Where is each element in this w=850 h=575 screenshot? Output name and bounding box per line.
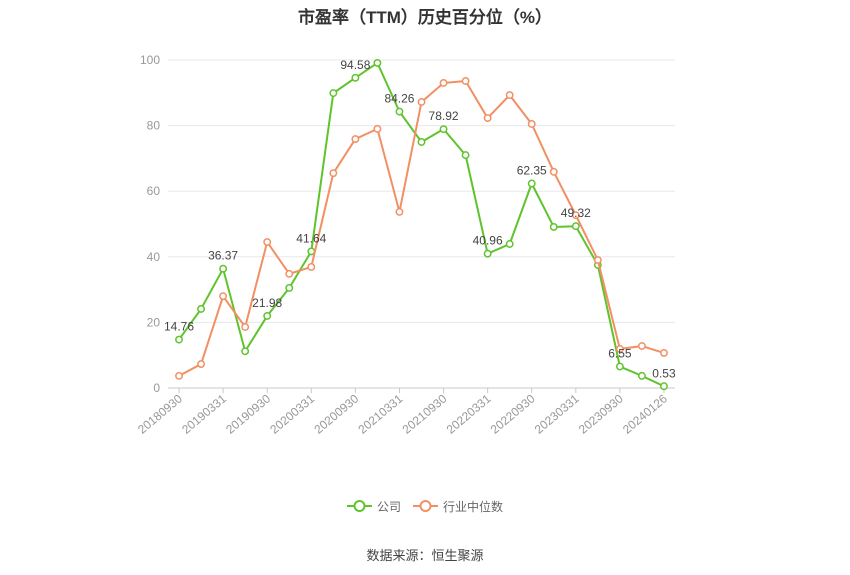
industry-median-point[interactable] (571, 211, 580, 220)
y-tick-label: 20 (147, 315, 161, 329)
x-tick-label: 20240126 (620, 391, 670, 436)
company-data-label: 62.35 (517, 163, 547, 177)
industry-median-point[interactable] (285, 269, 294, 278)
x-tick-label: 20230331 (532, 391, 582, 436)
x-tick-label: 20180930 (135, 391, 185, 436)
company-point[interactable] (660, 382, 668, 391)
industry-median-point[interactable] (263, 238, 272, 246)
company-point[interactable] (527, 179, 536, 188)
industry-median-point[interactable] (660, 348, 668, 357)
company-data-label: 36.37 (208, 249, 238, 263)
company-point[interactable] (571, 222, 580, 231)
industry-median-point[interactable] (505, 91, 514, 100)
industry-median-point[interactable] (241, 323, 250, 331)
industry-median-series (175, 77, 668, 380)
industry-median-point[interactable] (395, 207, 404, 216)
company-point[interactable] (637, 371, 646, 380)
grid: 0 20 40 60 80 100 (140, 53, 675, 395)
company-data-label: 21.98 (252, 296, 282, 310)
company-point[interactable] (241, 347, 250, 356)
industry-median-point[interactable] (417, 98, 426, 106)
x-axis: 2018093020190331201909302020033120200930… (135, 388, 670, 437)
y-tick-label: 0 (153, 381, 160, 395)
company-data-label: 40.96 (473, 234, 503, 248)
x-tick-label: 20200331 (267, 391, 317, 436)
y-tick-label: 100 (140, 53, 160, 67)
company-point[interactable] (549, 223, 558, 231)
legend-item-industry-median[interactable]: 行业中位数 (413, 497, 503, 515)
industry-median-point[interactable] (329, 169, 338, 178)
legend-label-industry-median: 行业中位数 (443, 499, 504, 514)
legend-label-company: 公司 (376, 499, 401, 514)
industry-median-point[interactable] (637, 342, 646, 350)
company-point[interactable] (263, 311, 272, 320)
company-data-label: 94.58 (340, 58, 370, 72)
y-tick-label: 80 (147, 119, 161, 133)
y-tick-label: 60 (147, 184, 161, 198)
x-tick-label: 20210331 (355, 391, 405, 436)
company-point[interactable] (417, 138, 426, 146)
company-point[interactable] (285, 284, 294, 292)
company-data-label: 0.53 (652, 366, 676, 380)
company-point[interactable] (175, 335, 183, 344)
industry-median-point[interactable] (439, 79, 448, 87)
industry-median-point[interactable] (351, 135, 360, 143)
company-point[interactable] (439, 125, 448, 134)
chart-title: 市盈率（TTM）历史百分位（%） (297, 8, 553, 27)
company-point[interactable] (483, 249, 492, 258)
company-point[interactable] (615, 362, 624, 371)
industry-median-point[interactable] (615, 345, 624, 353)
industry-median-point[interactable] (593, 256, 602, 265)
data-labels: 14.76 36.37 21.98 41.64 94.58 84.26 78.92 40.96… (164, 58, 676, 380)
industry-median-point[interactable] (219, 292, 228, 301)
legend-line-circle-icon (413, 500, 438, 512)
data-source-note: 数据来源：恒生聚源 (366, 548, 484, 563)
company-line (178, 61, 665, 388)
company-point[interactable] (219, 264, 228, 273)
industry-median-point[interactable] (461, 77, 470, 85)
legend: 公司 行业中位数 (0, 497, 850, 515)
x-tick-label: 20200930 (311, 391, 361, 436)
industry-median-point[interactable] (549, 167, 558, 176)
company-series (175, 59, 668, 391)
x-tick-label: 20190331 (179, 391, 229, 436)
company-data-label: 49.32 (561, 206, 591, 220)
industry-median-point[interactable] (483, 114, 492, 123)
x-tick-label: 20230930 (576, 391, 626, 436)
industry-median-point[interactable] (197, 360, 206, 369)
y-tick-label: 40 (147, 250, 161, 264)
company-data-label: 41.64 (296, 231, 326, 245)
industry-median-point[interactable] (175, 371, 183, 380)
legend-line-circle-icon (346, 500, 372, 512)
company-point[interactable] (329, 89, 338, 98)
x-tick-label: 20220331 (444, 391, 494, 436)
company-point[interactable] (461, 151, 470, 160)
company-data-label: 84.26 (384, 92, 414, 106)
x-tick-label: 20210930 (400, 391, 450, 436)
company-data-label: 6.55 (608, 347, 632, 361)
company-point[interactable] (505, 240, 514, 248)
company-point[interactable] (395, 107, 404, 116)
x-tick-label: 20220930 (488, 391, 538, 436)
legend-item-company[interactable]: 公司 (346, 497, 401, 515)
company-data-label: 14.76 (164, 320, 194, 334)
industry-median-point[interactable] (527, 120, 536, 128)
company-point[interactable] (351, 73, 360, 82)
x-tick-label: 20190930 (223, 391, 273, 436)
industry-median-point[interactable] (307, 263, 316, 271)
company-point[interactable] (373, 59, 382, 67)
company-data-label: 78.92 (429, 109, 459, 123)
company-point[interactable] (197, 305, 206, 313)
industry-median-point[interactable] (373, 124, 382, 133)
